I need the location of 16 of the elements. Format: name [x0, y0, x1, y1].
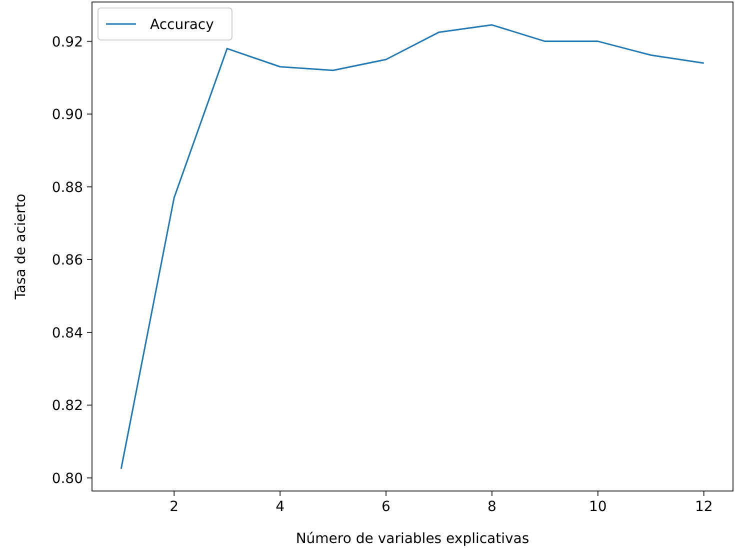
y-tick-label: 0.82 [52, 398, 83, 414]
y-tick-label: 0.92 [52, 34, 83, 50]
x-tick-label: 12 [694, 499, 713, 515]
x-tick-label: 2 [170, 499, 179, 515]
y-tick-label: 0.90 [52, 107, 83, 124]
x-axis-title: Número de variables explicativas [296, 531, 530, 547]
legend-label: Accuracy [150, 17, 214, 33]
x-tick-label: 4 [276, 499, 285, 515]
x-tick-label: 10 [589, 499, 607, 515]
x-tick-label: 8 [488, 499, 496, 515]
x-tick-label: 6 [382, 499, 391, 515]
y-tick-label: 0.84 [52, 325, 84, 342]
y-axis-title: Tasa de acierto [13, 194, 29, 300]
y-tick-label: 0.86 [52, 252, 84, 269]
y-tick-label: 0.88 [52, 180, 83, 196]
y-tick-label: 0.80 [52, 470, 83, 487]
